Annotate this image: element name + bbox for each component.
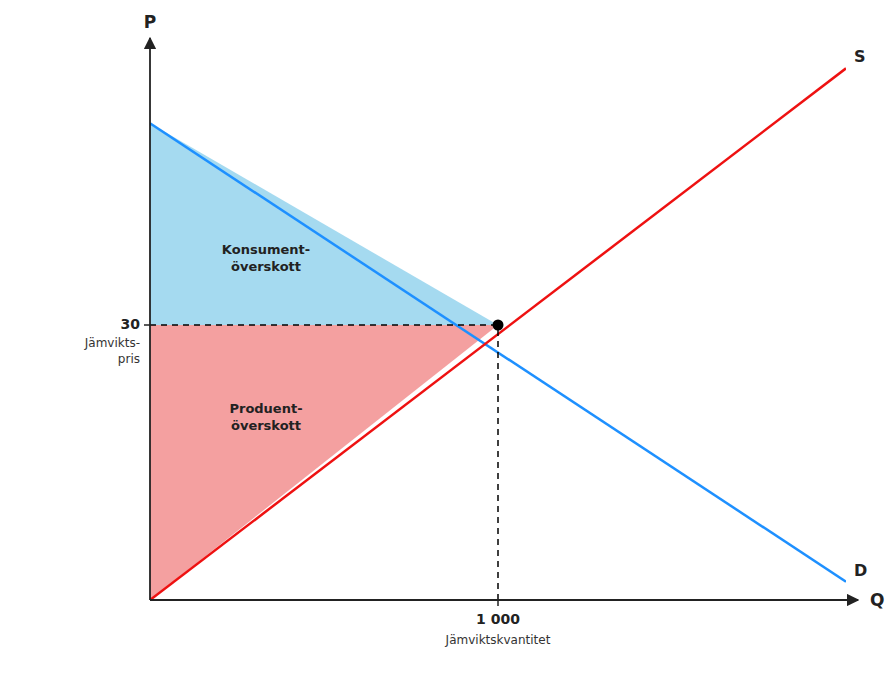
- annotation: Jämviktskvantitet: [445, 633, 551, 647]
- area-label: Konsument-överskott: [222, 242, 310, 274]
- series-label: S: [854, 47, 866, 66]
- y-axis: [149, 38, 151, 600]
- tick-label: 30: [121, 316, 141, 332]
- text-line: Produent-: [229, 401, 302, 416]
- text-line: pris: [118, 352, 140, 366]
- tick-label: 1 000: [476, 611, 520, 627]
- curve: [150, 68, 846, 600]
- axis-label: Q: [870, 590, 884, 610]
- guide-line: [150, 324, 498, 326]
- series-label: D: [854, 561, 867, 580]
- guide-line: [497, 325, 499, 600]
- equilibrium-point: [493, 320, 504, 331]
- text-line: överskott: [231, 259, 301, 274]
- chart: PQ301 000DSKonsument-överskottProduent-ö…: [0, 0, 896, 690]
- annotation: Jämvikts-pris: [84, 336, 140, 366]
- plot-area: [150, 68, 846, 600]
- text-line: Konsument-: [222, 242, 310, 257]
- labels: DSKonsument-överskottProduent-överskottJ…: [84, 47, 868, 647]
- text-line: överskott: [231, 418, 301, 433]
- text-line: Jämviktskvantitet: [445, 633, 551, 647]
- surplus-area: [150, 123, 498, 325]
- tick: [497, 600, 499, 606]
- axes: P Q 30 1 000: [121, 12, 885, 627]
- x-axis: [150, 599, 858, 601]
- tick: [144, 324, 150, 326]
- area-label: Produent-överskott: [229, 401, 302, 433]
- text-line: Jämvikts-: [84, 336, 140, 350]
- axis-label: P: [144, 12, 156, 32]
